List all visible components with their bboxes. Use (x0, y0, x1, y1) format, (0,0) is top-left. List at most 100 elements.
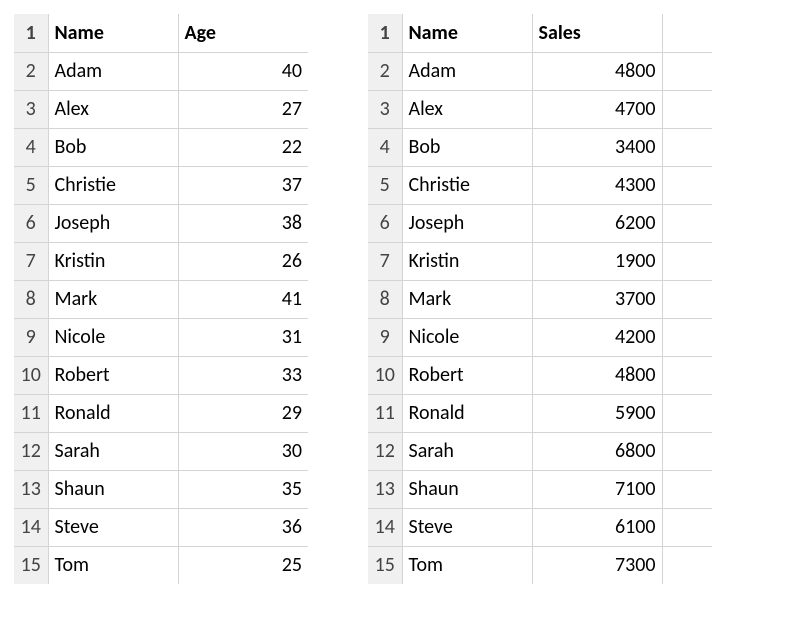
sales-cell[interactable]: 3700 (532, 280, 662, 318)
row-number-cell[interactable]: 1 (14, 14, 48, 52)
name-cell[interactable]: Mark (48, 280, 178, 318)
empty-cell[interactable] (662, 166, 712, 204)
name-cell[interactable]: Christie (48, 166, 178, 204)
sales-cell[interactable]: 1900 (532, 242, 662, 280)
row-number-cell[interactable]: 7 (368, 242, 402, 280)
header-name-cell[interactable]: Name (48, 14, 178, 52)
table-row[interactable]: 6Joseph6200 (368, 204, 712, 242)
table-row[interactable]: 15Tom25 (14, 546, 308, 584)
table-row[interactable]: 13Shaun7100 (368, 470, 712, 508)
age-cell[interactable]: 41 (178, 280, 308, 318)
table-row[interactable]: 14Steve36 (14, 508, 308, 546)
name-cell[interactable]: Mark (402, 280, 532, 318)
row-number-cell[interactable]: 12 (14, 432, 48, 470)
row-number-cell[interactable]: 13 (368, 470, 402, 508)
name-cell[interactable]: Kristin (48, 242, 178, 280)
age-table[interactable]: 1 Name Age 2Adam40 3Alex27 4Bob22 5Chris… (14, 14, 308, 584)
empty-cell[interactable] (662, 280, 712, 318)
age-cell[interactable]: 35 (178, 470, 308, 508)
sales-cell[interactable]: 6100 (532, 508, 662, 546)
table-row[interactable]: 10Robert33 (14, 356, 308, 394)
age-cell[interactable]: 26 (178, 242, 308, 280)
name-cell[interactable]: Joseph (402, 204, 532, 242)
table-row[interactable]: 6Joseph38 (14, 204, 308, 242)
row-number-cell[interactable]: 6 (368, 204, 402, 242)
empty-cell[interactable] (662, 432, 712, 470)
row-number-cell[interactable]: 10 (14, 356, 48, 394)
name-cell[interactable]: Adam (402, 52, 532, 90)
row-number-cell[interactable]: 9 (14, 318, 48, 356)
sales-cell[interactable]: 4800 (532, 52, 662, 90)
table-row[interactable]: 7Kristin26 (14, 242, 308, 280)
empty-cell[interactable] (662, 394, 712, 432)
header-age-cell[interactable]: Age (178, 14, 308, 52)
table-header-row[interactable]: 1 Name Sales (368, 14, 712, 52)
table-row[interactable]: 13Shaun35 (14, 470, 308, 508)
age-cell[interactable]: 36 (178, 508, 308, 546)
empty-cell[interactable] (662, 318, 712, 356)
row-number-cell[interactable]: 7 (14, 242, 48, 280)
row-number-cell[interactable]: 1 (368, 14, 402, 52)
row-number-cell[interactable]: 14 (368, 508, 402, 546)
age-cell[interactable]: 22 (178, 128, 308, 166)
name-cell[interactable]: Steve (402, 508, 532, 546)
empty-cell[interactable] (662, 128, 712, 166)
sales-cell[interactable]: 3400 (532, 128, 662, 166)
sales-cell[interactable]: 4200 (532, 318, 662, 356)
name-cell[interactable]: Tom (48, 546, 178, 584)
row-number-cell[interactable]: 4 (368, 128, 402, 166)
name-cell[interactable]: Ronald (402, 394, 532, 432)
name-cell[interactable]: Bob (402, 128, 532, 166)
row-number-cell[interactable]: 11 (14, 394, 48, 432)
table-row[interactable]: 4Bob22 (14, 128, 308, 166)
table-row[interactable]: 3Alex4700 (368, 90, 712, 128)
name-cell[interactable]: Shaun (48, 470, 178, 508)
table-header-row[interactable]: 1 Name Age (14, 14, 308, 52)
table-row[interactable]: 12Sarah6800 (368, 432, 712, 470)
name-cell[interactable]: Adam (48, 52, 178, 90)
table-row[interactable]: 14Steve6100 (368, 508, 712, 546)
table-row[interactable]: 9Nicole31 (14, 318, 308, 356)
header-sales-cell[interactable]: Sales (532, 14, 662, 52)
name-cell[interactable]: Robert (402, 356, 532, 394)
age-cell[interactable]: 40 (178, 52, 308, 90)
empty-cell[interactable] (662, 90, 712, 128)
row-number-cell[interactable]: 3 (368, 90, 402, 128)
empty-cell[interactable] (662, 546, 712, 584)
table-row[interactable]: 10Robert4800 (368, 356, 712, 394)
sales-cell[interactable]: 6800 (532, 432, 662, 470)
empty-cell[interactable] (662, 508, 712, 546)
row-number-cell[interactable]: 5 (368, 166, 402, 204)
name-cell[interactable]: Alex (48, 90, 178, 128)
row-number-cell[interactable]: 10 (368, 356, 402, 394)
row-number-cell[interactable]: 2 (368, 52, 402, 90)
row-number-cell[interactable]: 12 (368, 432, 402, 470)
table-row[interactable]: 2Adam40 (14, 52, 308, 90)
name-cell[interactable]: Bob (48, 128, 178, 166)
sales-cell[interactable]: 6200 (532, 204, 662, 242)
table-row[interactable]: 5Christie4300 (368, 166, 712, 204)
table-row[interactable]: 3Alex27 (14, 90, 308, 128)
age-cell[interactable]: 31 (178, 318, 308, 356)
sales-cell[interactable]: 4800 (532, 356, 662, 394)
table-row[interactable]: 11Ronald5900 (368, 394, 712, 432)
age-cell[interactable]: 27 (178, 90, 308, 128)
row-number-cell[interactable]: 6 (14, 204, 48, 242)
sales-cell[interactable]: 4300 (532, 166, 662, 204)
name-cell[interactable]: Joseph (48, 204, 178, 242)
row-number-cell[interactable]: 14 (14, 508, 48, 546)
table-row[interactable]: 7Kristin1900 (368, 242, 712, 280)
age-cell[interactable]: 33 (178, 356, 308, 394)
header-name-cell[interactable]: Name (402, 14, 532, 52)
row-number-cell[interactable]: 5 (14, 166, 48, 204)
row-number-cell[interactable]: 15 (368, 546, 402, 584)
row-number-cell[interactable]: 8 (14, 280, 48, 318)
name-cell[interactable]: Sarah (402, 432, 532, 470)
row-number-cell[interactable]: 9 (368, 318, 402, 356)
age-cell[interactable]: 29 (178, 394, 308, 432)
row-number-cell[interactable]: 11 (368, 394, 402, 432)
row-number-cell[interactable]: 2 (14, 52, 48, 90)
empty-cell[interactable] (662, 356, 712, 394)
age-cell[interactable]: 30 (178, 432, 308, 470)
name-cell[interactable]: Steve (48, 508, 178, 546)
